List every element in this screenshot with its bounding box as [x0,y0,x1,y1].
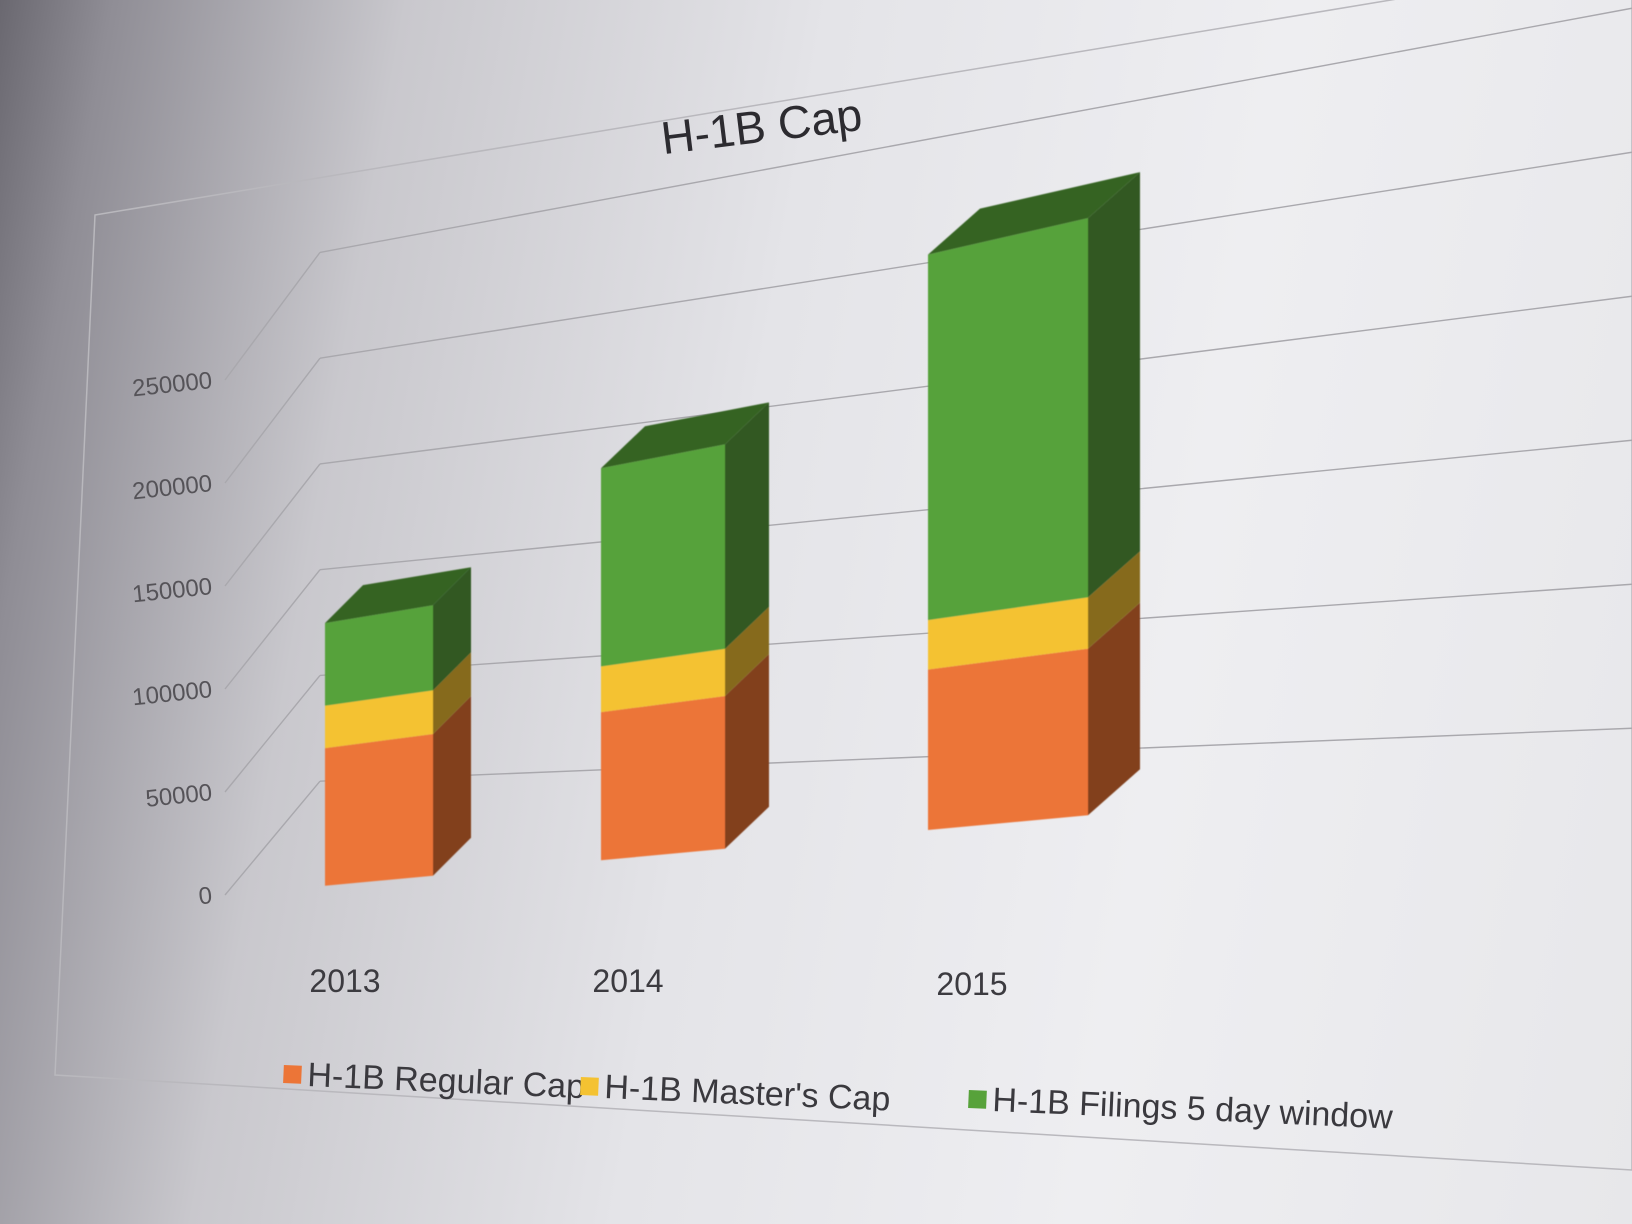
bar-segment-side [725,606,769,696]
bar-segment [325,734,433,886]
y-axis: 0 50000 100000 150000 200000 250000 [131,367,213,910]
bar-segment [325,690,433,749]
y-tick-label: 50000 [144,779,213,813]
bar-segment [601,444,725,667]
y-tick-label: 200000 [131,470,213,505]
y-tick-label: 0 [197,882,213,910]
legend-label: H-1B Regular Cap [307,1056,586,1106]
x-tick-label: 2014 [592,963,663,999]
x-tick-label: 2015 [936,966,1007,1002]
x-axis: 2013 2014 2015 [309,963,1007,1002]
bar-segment-side [725,402,769,649]
gridline [319,7,1632,254]
chart-frame [54,0,1632,1171]
bar-top [601,402,769,469]
bar-top [928,172,1140,255]
bar-segment [928,648,1088,831]
bar-segment-side [725,653,769,849]
gridline-depth [224,780,321,896]
gridline-depth [224,251,321,381]
bar-top [325,567,471,624]
legend-swatch [580,1077,599,1096]
bar-segment [601,695,725,861]
bar-segment [928,597,1088,670]
bar-segment [928,218,1088,621]
bar-stack-2013 [325,567,471,886]
legend-entry: H-1B Filings 5 day window [968,1081,1394,1137]
legend-entry: H-1B Regular Cap [283,1056,586,1106]
gridline-depth [224,463,321,587]
bar-segment [325,605,433,706]
legend: H-1B Regular Cap H-1B Master's Cap H-1B Fi… [283,1056,1394,1137]
bar-segment-side [433,696,471,876]
legend-swatch [283,1065,302,1084]
bar-segment-side [1088,602,1140,816]
gridline-depth [224,357,321,484]
y-tick-label: 100000 [131,676,213,711]
bar-segment-side [433,567,471,691]
bar-stack-2014 [601,402,769,861]
x-tick-label: 2013 [309,963,380,999]
bar-segment [601,648,725,713]
legend-label: H-1B Filings 5 day window [992,1081,1394,1136]
legend-swatch [968,1090,987,1109]
bar-segment-side [1088,551,1140,649]
bar-segment-side [1088,172,1140,598]
gridline-depth [224,569,321,690]
chart-title: H-1B Cap [658,88,865,164]
gridline-depth [224,675,321,793]
bars [325,172,1140,886]
y-tick-label: 150000 [131,573,213,608]
y-tick-label: 250000 [131,367,213,402]
chart-border [54,0,1632,1171]
bar-segment-side [433,652,471,735]
legend-entry: H-1B Master's Cap [580,1068,891,1119]
bar-stack-2015 [928,172,1140,831]
